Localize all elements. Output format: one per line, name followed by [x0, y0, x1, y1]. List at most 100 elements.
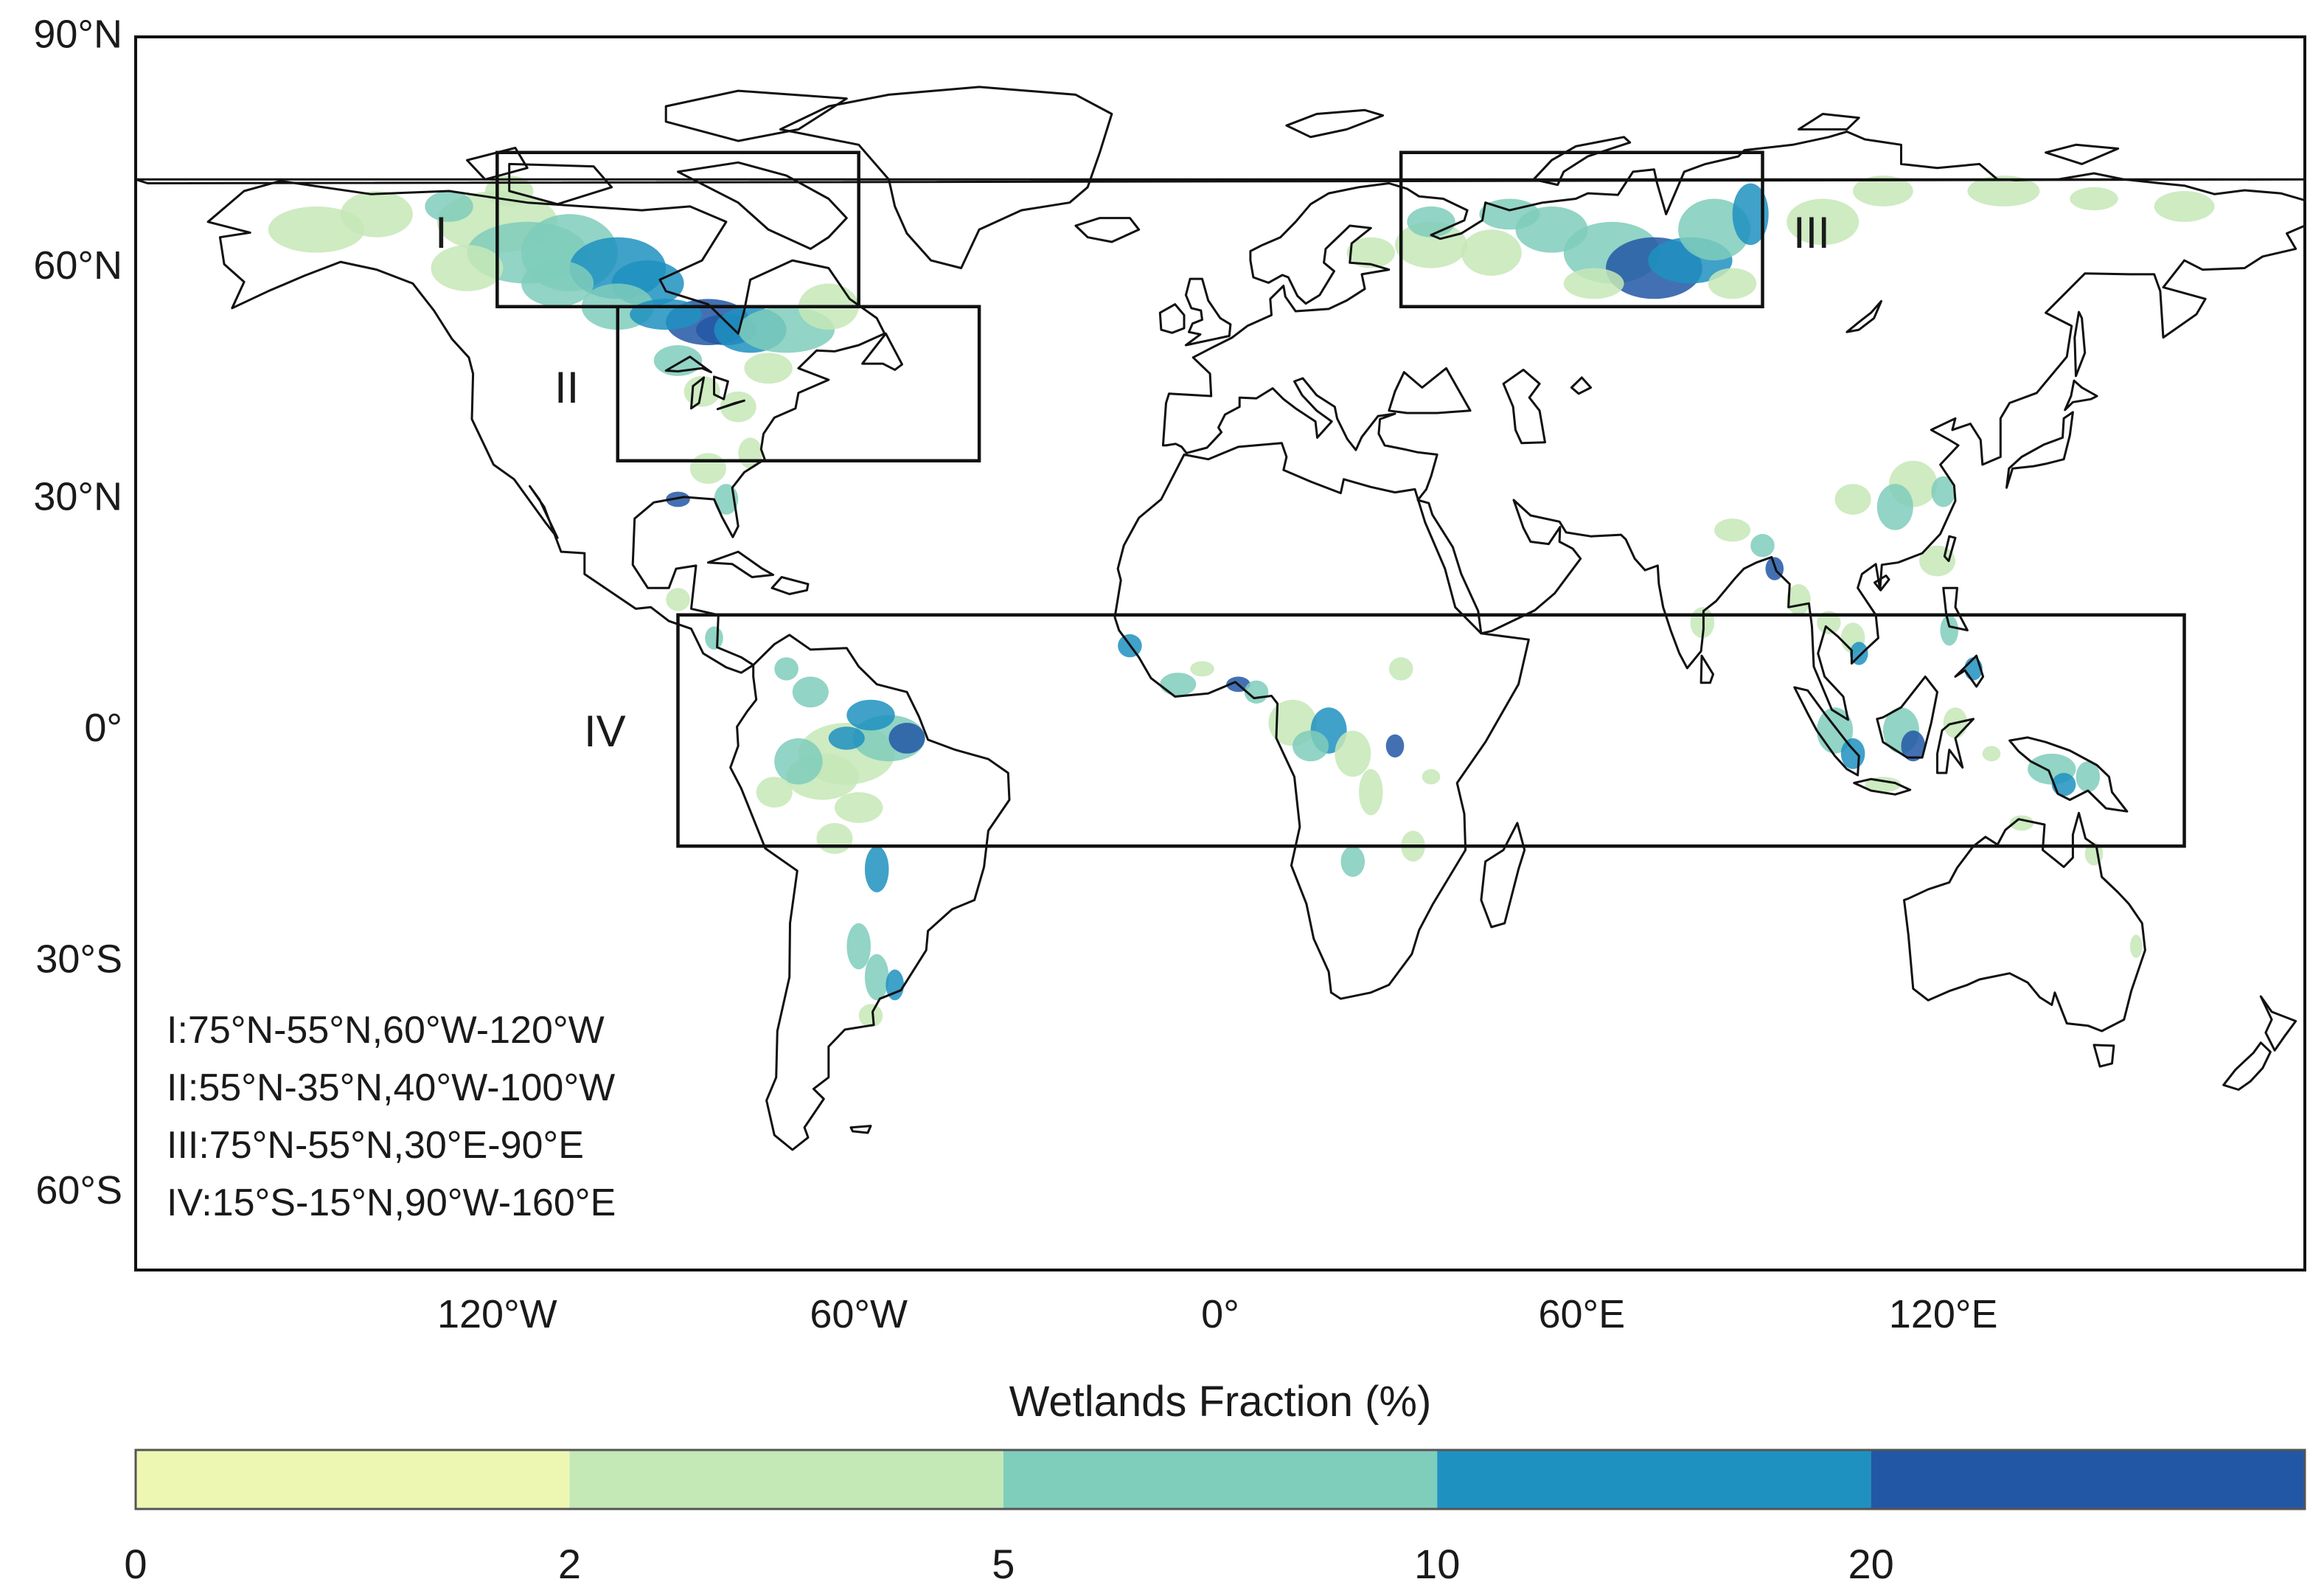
lat-tick-label: 30°N	[33, 474, 122, 518]
wetland-patch	[816, 822, 853, 854]
region-description-I: I:75°N-55°N,60°W-120°W	[167, 1009, 605, 1052]
region-tag-III: III	[1793, 208, 1830, 257]
region-tag-IV: IV	[584, 707, 626, 756]
wetland-patch	[846, 699, 895, 731]
wetland-patch	[774, 738, 823, 785]
coastline-path	[2008, 736, 2129, 813]
wetland-patch	[744, 353, 793, 384]
wetland-patch	[1293, 730, 1329, 762]
wetland-patch	[1359, 768, 1383, 816]
colorbar-segment	[1871, 1450, 2305, 1509]
wetland-patch	[431, 245, 504, 291]
lon-tick-label: 0°	[1201, 1292, 1239, 1336]
lat-tick-label: 0°	[84, 706, 122, 750]
coastline-layer	[136, 86, 2305, 1151]
coastline-path	[2259, 995, 2297, 1052]
wetland-patch	[1190, 661, 1214, 677]
colorbar-frame	[134, 1448, 2306, 1510]
wetland-patch	[1340, 846, 1365, 877]
wetland-patch	[1395, 221, 1467, 268]
region-tag-I: I	[435, 208, 448, 257]
colorbar-segment	[136, 1450, 570, 1509]
region-description-III: III:75°N-55°N,30°E-90°E	[167, 1124, 584, 1167]
wetland-patch	[666, 588, 690, 611]
coastline-path	[2073, 310, 2087, 378]
colorbar-tick-label: 5	[992, 1541, 1015, 1587]
wetland-patch	[1678, 198, 1751, 261]
wetland-patch	[1865, 777, 1902, 793]
wetland-patch	[1931, 476, 1955, 507]
coastline-path	[2064, 379, 2098, 412]
wetland-patch	[888, 723, 925, 754]
coastline-path	[779, 86, 1113, 269]
wetland-patch	[792, 676, 829, 708]
coastline-path	[1113, 442, 1530, 1000]
wetland-patch	[666, 491, 690, 507]
wetland-patch	[720, 391, 756, 423]
wetland-patch	[1817, 611, 1841, 634]
coastline-path	[1161, 131, 2305, 721]
coastline-path	[690, 376, 706, 410]
coastline-path	[2092, 1044, 2115, 1068]
wetland-patch	[1714, 518, 1751, 542]
wetland-patch	[705, 626, 723, 650]
coastline-path	[1074, 217, 1141, 243]
coastline-path	[1954, 654, 1985, 688]
coastline-path	[861, 332, 903, 371]
coastline-path	[206, 179, 886, 674]
lon-tick-label: 120°E	[1889, 1292, 1998, 1336]
region-description-IV: IV:15°S-15°N,90°W-160°E	[167, 1182, 616, 1224]
colorbar-tick-label: 0	[124, 1541, 147, 1587]
coastline-path	[1502, 368, 1546, 445]
wetland-patch	[864, 954, 889, 1001]
coastline-path	[1798, 113, 1860, 131]
wetland-patch	[1346, 237, 1396, 268]
wetland-patch	[1876, 484, 1913, 530]
coastline-path	[1480, 822, 1526, 929]
coastline-path	[716, 399, 745, 411]
wetland-patch	[1840, 738, 1865, 769]
wetland-patch	[2130, 934, 2143, 958]
coastline-path	[1903, 811, 2146, 1033]
wetland-patch	[2009, 815, 2034, 831]
region-box-III	[1399, 150, 1764, 308]
wetland-patch	[1901, 730, 1926, 762]
lat-tick-label: 60°N	[33, 243, 122, 288]
wetland-patch	[653, 345, 703, 376]
coastline-path	[770, 576, 810, 595]
longitude-tick-labels: 120°W 60°W 0° 60°E 120°E	[437, 1292, 1998, 1336]
coastline-path	[136, 178, 2305, 184]
map-frame	[134, 35, 2306, 1271]
colorbar-segment	[1003, 1450, 1438, 1509]
coastline-path	[677, 161, 848, 250]
colorbar-tick-label: 2	[558, 1541, 581, 1587]
wetland-patch	[1967, 176, 2040, 207]
colorbar	[134, 1448, 2306, 1510]
coastline-path	[1699, 654, 1714, 684]
wetland-patch	[1940, 614, 1959, 646]
region-boxes	[495, 150, 2186, 848]
wetland-patch	[630, 299, 703, 330]
wetland-patch	[756, 777, 793, 808]
colorbar-tick-label: 10	[1414, 1541, 1460, 1587]
coastline-path	[1570, 376, 1593, 395]
colorbar-segment	[1437, 1450, 1871, 1509]
wetland-patch	[1853, 176, 1913, 207]
wetland-patch	[858, 1004, 883, 1027]
region-tag-II: II	[554, 363, 579, 412]
wetland-patch	[1388, 657, 1413, 681]
lon-tick-label: 60°W	[810, 1292, 908, 1336]
wetland-patch	[886, 969, 904, 1001]
wetland-patch	[1708, 268, 1757, 299]
coastline-path	[2222, 1041, 2272, 1091]
wetland-patch	[521, 260, 594, 307]
coastline-path	[2005, 411, 2074, 489]
lat-tick-label: 60°S	[35, 1168, 122, 1212]
lon-tick-label: 120°W	[437, 1292, 557, 1336]
colorbar-tick-labels: 0 2 5 10 20	[124, 1541, 1893, 1587]
region-box-IV	[676, 613, 2186, 848]
wetland-patch	[268, 207, 365, 253]
coastline-path	[729, 634, 1011, 1151]
wetland-patch	[1787, 198, 1859, 246]
